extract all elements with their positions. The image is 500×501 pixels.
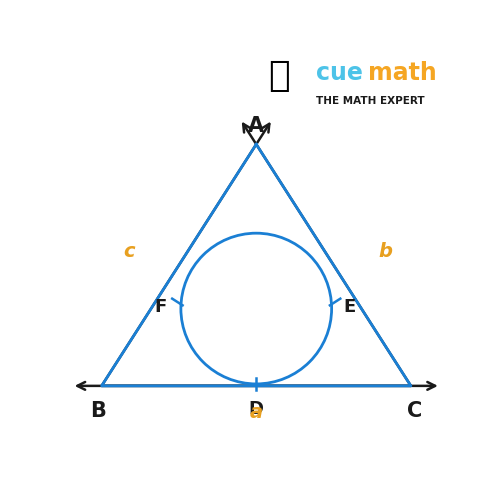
Text: a: a <box>250 402 263 421</box>
Text: c: c <box>123 241 134 261</box>
Text: b: b <box>378 241 392 261</box>
Text: E: E <box>344 297 356 315</box>
Text: B: B <box>90 400 106 420</box>
Text: A: A <box>248 115 264 135</box>
Text: F: F <box>154 297 166 315</box>
Text: C: C <box>407 400 422 420</box>
Text: D: D <box>249 399 264 417</box>
